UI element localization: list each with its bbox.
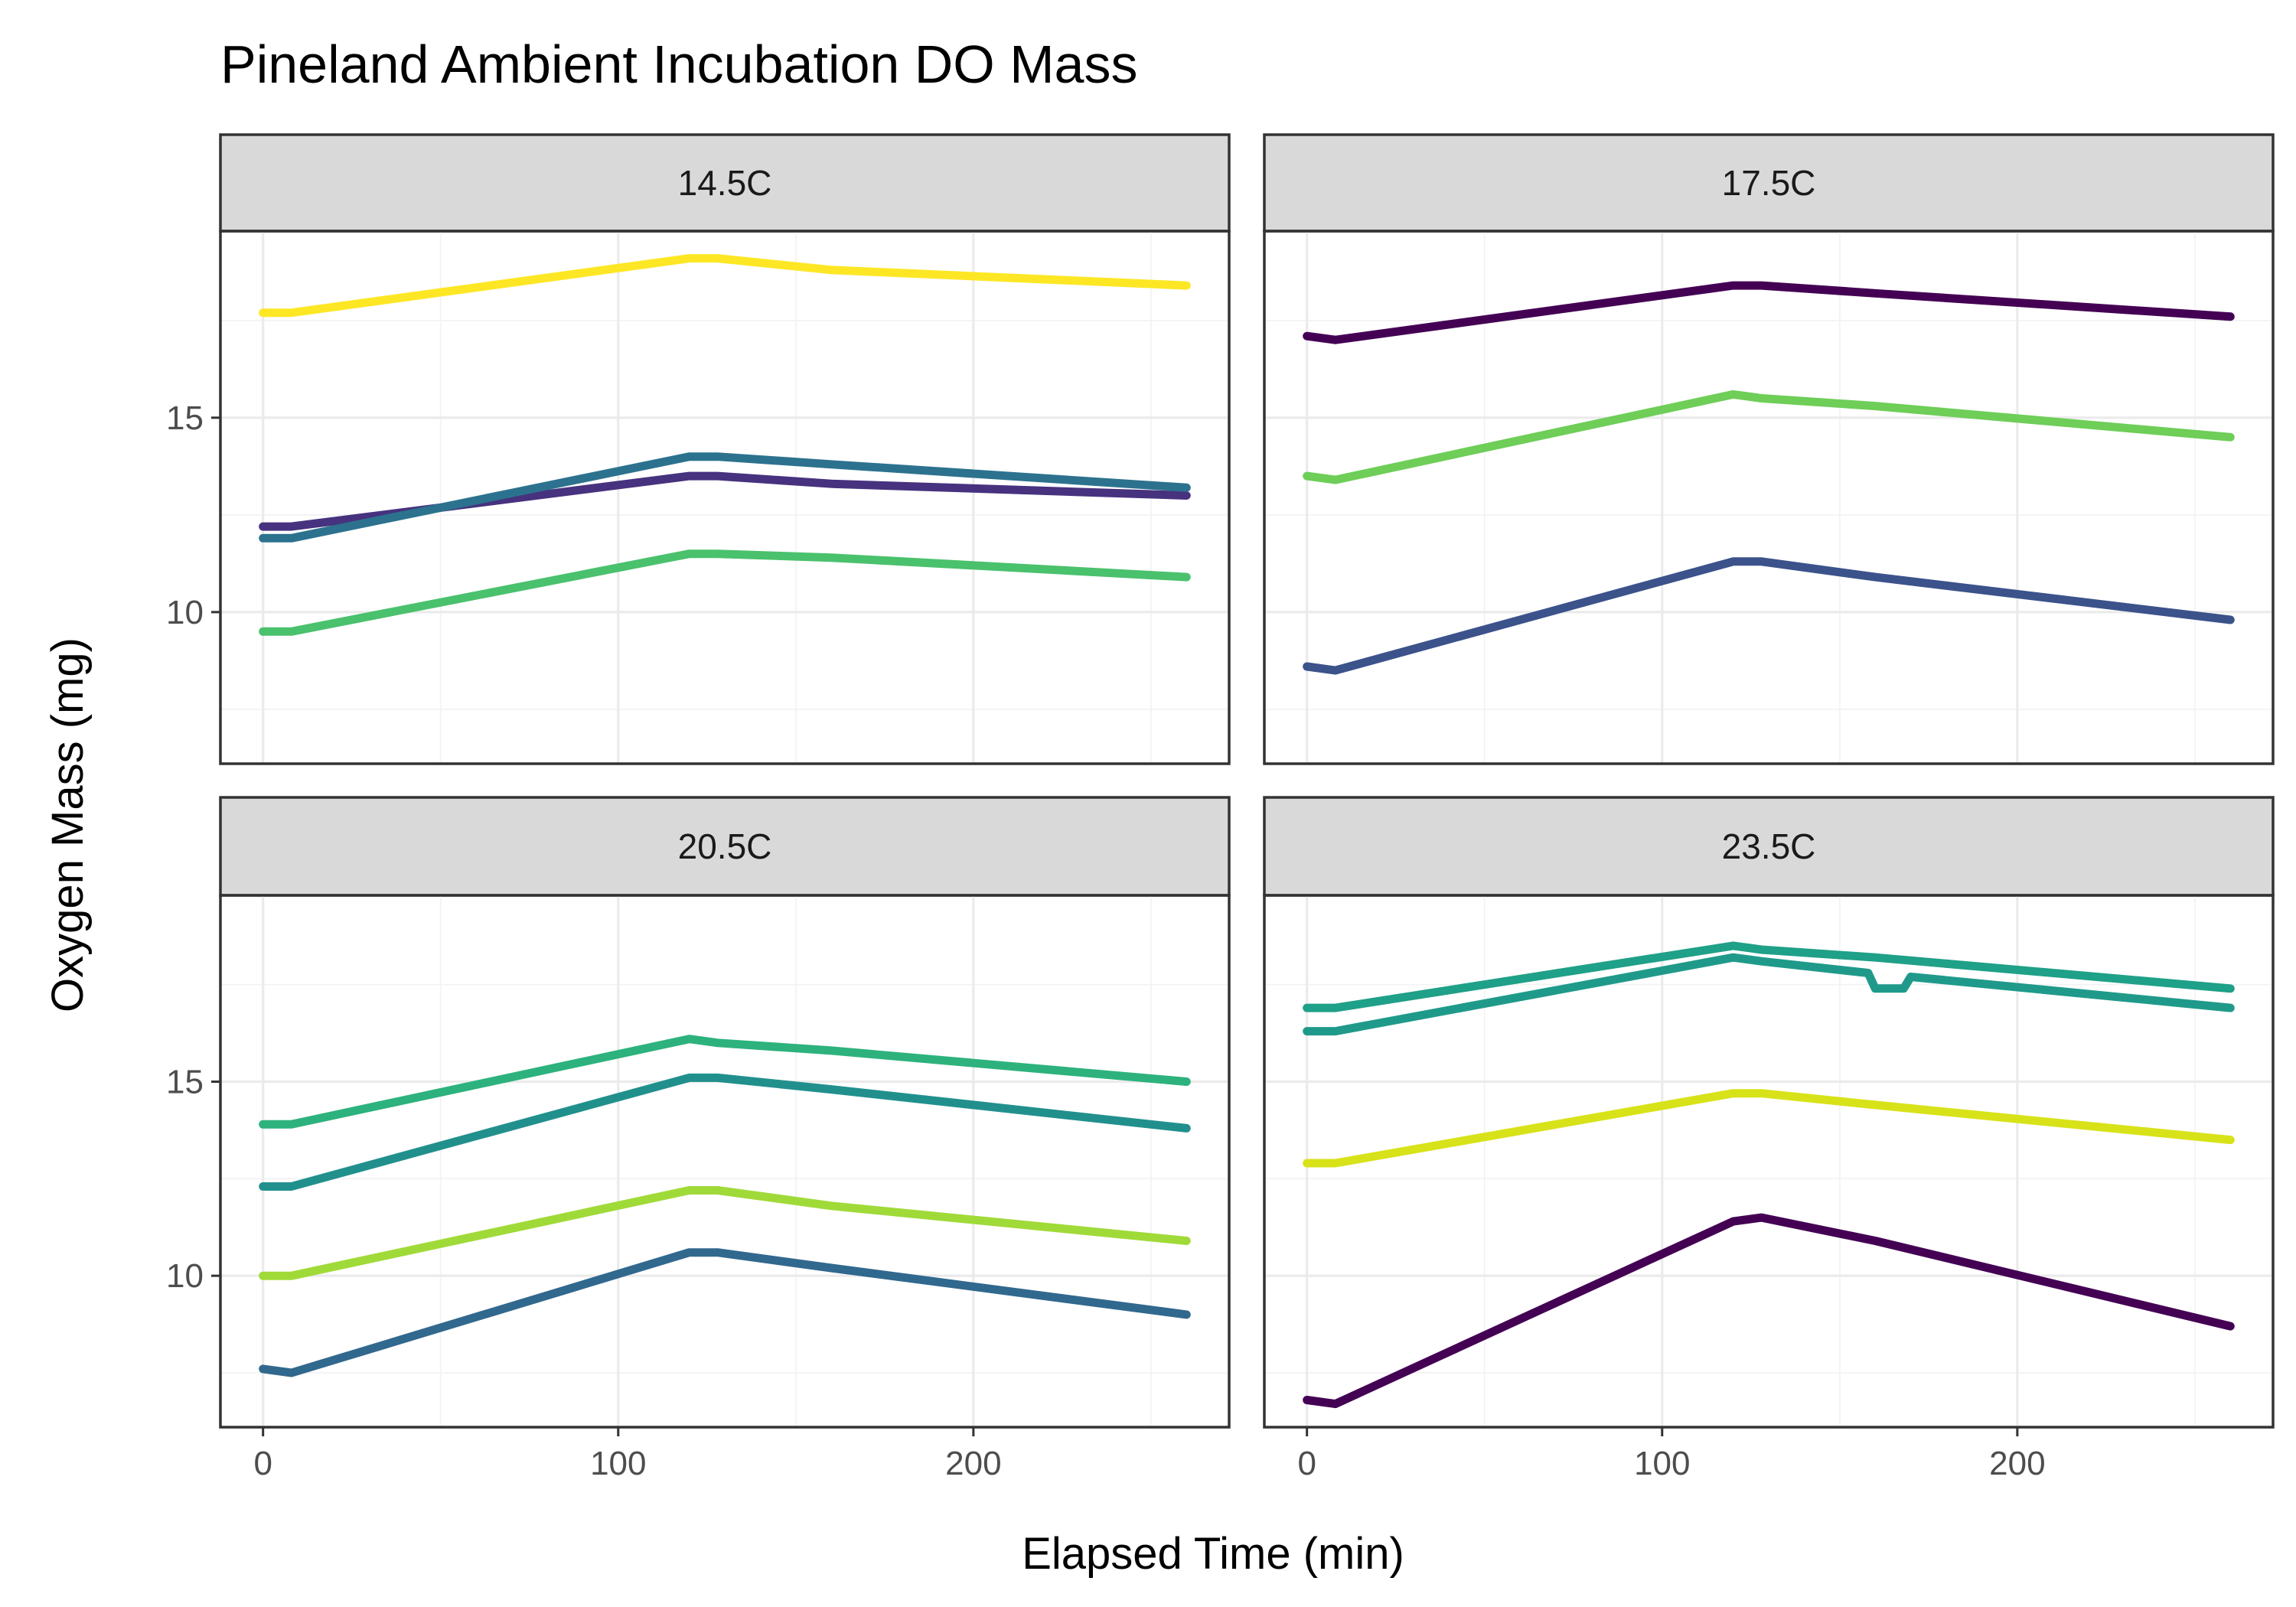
y-tick-label: 10 [166,1257,204,1295]
x-tick-label: 100 [1634,1445,1690,1482]
data-series-line [259,471,1191,531]
data-series-line [1303,953,2235,1036]
y-tick-label: 15 [166,399,204,437]
data-series-line [259,452,1191,543]
chart-title: Pineland Ambient Incubation DO Mass [220,34,1137,94]
x-tick-label: 0 [253,1445,272,1482]
panel-border [1263,894,2275,1429]
data-series-line [1303,1213,2235,1409]
y-tick-label: 10 [166,594,204,631]
data-series-line [1303,390,2235,484]
facet-strip [1263,133,2275,233]
facet-panels: 14.5C 17.5C 20.5C 23.5C [219,133,2275,1429]
data-series-line [259,1073,1191,1191]
data-series-line [259,1186,1191,1280]
data-series-line [1303,557,2235,675]
y-tick-label: 15 [166,1064,204,1101]
panel-border [219,230,1231,765]
data-series-line [1303,281,2235,344]
panel-border [219,894,1231,1429]
x-tick-label: 200 [1989,1445,2045,1482]
facet-label: 14.5C [678,163,772,203]
facet-panel: 20.5C [219,796,1231,1429]
facet-strip [1263,796,2275,897]
facet-strip [219,796,1231,897]
data-series-line [1303,1089,2235,1168]
y-axis-title: Oxygen Mass (mg) [43,637,93,1012]
data-series-line [259,1035,1191,1129]
facet-label: 23.5C [1722,826,1816,866]
facet-panel: 23.5C [1263,796,2275,1429]
x-tick-label: 100 [590,1445,646,1482]
x-tick-label: 200 [945,1445,1001,1482]
x-tick-label: 0 [1297,1445,1316,1482]
data-series-line [1303,941,2235,1012]
data-series-line [259,549,1191,636]
axes: 10 15 10 15 0 100 200 0 100 200 [166,399,2046,1482]
facet-strip [219,133,1231,233]
data-series-line [259,254,1191,318]
facet-panel: 17.5C [1263,133,2275,765]
panel-border [1263,230,2275,765]
x-axis-title: Elapsed Time (min) [1022,1529,1404,1579]
facet-label: 20.5C [678,826,772,866]
data-series-line [259,1248,1191,1377]
facet-label: 17.5C [1722,163,1816,203]
facet-panel: 14.5C [219,133,1231,765]
